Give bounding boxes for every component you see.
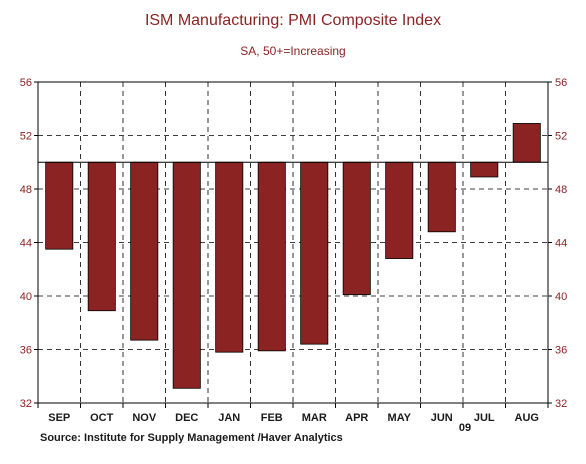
x-tick-label-nov: NOV xyxy=(132,412,157,424)
x-tick-label-dec: DEC xyxy=(175,412,198,424)
right-tick-label: 40 xyxy=(555,291,567,303)
bar-sep xyxy=(45,161,74,250)
right-tick-label: 48 xyxy=(555,184,567,196)
left-tick-label: 36 xyxy=(20,345,32,357)
grid-layer xyxy=(38,82,548,403)
right-tick-label: 32 xyxy=(555,398,567,410)
bar-dec xyxy=(172,161,201,389)
bar-aug xyxy=(512,123,541,163)
bar-may xyxy=(385,161,414,259)
x-tick-label-sep: SEP xyxy=(48,412,70,424)
bar-jun xyxy=(427,161,456,233)
x-tick-label-jun: JUN xyxy=(431,412,453,424)
right-tick-label: 36 xyxy=(555,345,567,357)
x-tick-label-feb: FEB xyxy=(261,412,283,424)
bar-mar xyxy=(300,161,329,345)
right-y-axis: 32 36 40 44 48 52 56 xyxy=(548,77,567,410)
left-tick-label: 40 xyxy=(20,291,32,303)
left-tick-label: 32 xyxy=(20,398,32,410)
bar-nov xyxy=(130,161,159,341)
year-label: 09 xyxy=(459,422,471,434)
right-tick-label: 56 xyxy=(555,77,567,89)
left-tick-label: 56 xyxy=(20,77,32,89)
right-tick-label: 52 xyxy=(555,131,567,143)
x-tick-label-apr: APR xyxy=(345,412,368,424)
x-tick-label-aug: AUG xyxy=(515,412,539,424)
x-tick-label-jul: JUL xyxy=(474,412,495,424)
x-axis: SEP OCT NOV DEC JAN FEB MAR APR MAY JUN JUL AUG xyxy=(37,403,549,424)
left-tick-label: 48 xyxy=(20,184,32,196)
bar-jul xyxy=(470,161,499,178)
left-tick-label: 44 xyxy=(20,238,32,250)
bar-jan xyxy=(215,161,244,353)
x-tick-label-may: MAY xyxy=(388,412,412,424)
chart-subtitle: SA, 50+=Increasing xyxy=(240,44,345,58)
left-tick-label: 52 xyxy=(20,131,32,143)
right-tick-label: 44 xyxy=(555,238,567,250)
x-tick-label-oct: OCT xyxy=(90,412,114,424)
chart-title: ISM Manufacturing: PMI Composite Index xyxy=(145,12,441,29)
source-note: Source: Institute for Supply Management … xyxy=(40,432,343,444)
x-tick-label-mar: MAR xyxy=(302,412,327,424)
bar-feb xyxy=(257,161,286,352)
left-y-axis: 32 36 40 44 48 52 56 xyxy=(20,77,38,410)
x-tick-label-jan: JAN xyxy=(218,412,240,424)
bars-layer xyxy=(45,123,541,389)
bar-oct xyxy=(87,161,116,312)
bar-apr xyxy=(342,161,371,296)
